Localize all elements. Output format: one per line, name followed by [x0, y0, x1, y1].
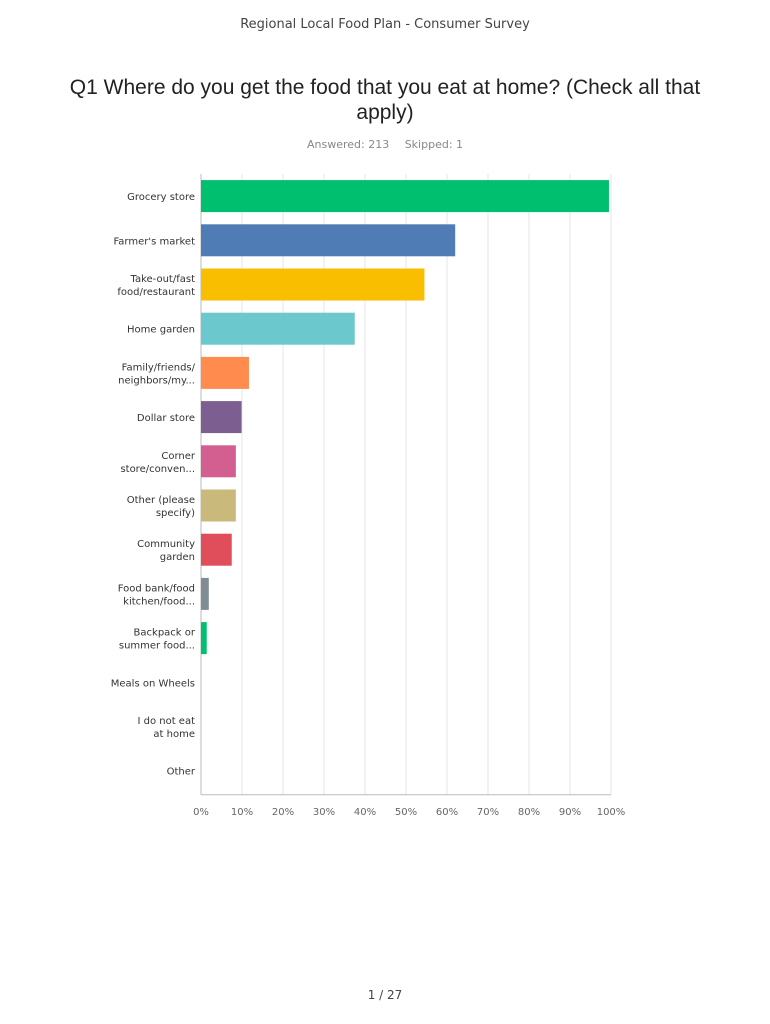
- x-tick-label: 30%: [313, 807, 335, 818]
- page-number: 1 / 27: [367, 988, 403, 1002]
- category-label: Meals on Wheels: [111, 678, 195, 689]
- bar: [201, 224, 456, 257]
- bar: [201, 356, 249, 389]
- skipped-count: Skipped: 1: [404, 138, 464, 151]
- bar: [201, 268, 425, 301]
- x-tick-label: 90%: [559, 807, 581, 818]
- category-label: Corner store/conven...: [120, 451, 195, 475]
- category-label: Take-out/fast food/restaurant: [117, 274, 195, 298]
- x-tick-label: 50%: [395, 807, 417, 818]
- category-label: Dollar store: [137, 413, 195, 424]
- x-tick-label: 70%: [477, 807, 499, 818]
- category-label: Farmer's market: [113, 236, 195, 247]
- bar: [201, 489, 236, 522]
- category-label: Grocery store: [127, 192, 195, 203]
- x-tick-label: 60%: [436, 807, 458, 818]
- category-label: Other (please specify): [127, 495, 195, 519]
- bar: [201, 622, 207, 655]
- category-label: Backpack or summer food...: [119, 628, 196, 652]
- bar: [201, 577, 209, 610]
- category-label: Community garden: [137, 539, 195, 563]
- question-title: Q1 Where do you get the food that you ea…: [69, 76, 701, 124]
- category-label: Food bank/food kitchen/food...: [118, 583, 195, 607]
- category-label: I do not eat at home: [137, 716, 195, 740]
- bar: [201, 312, 355, 345]
- category-label: Other: [167, 767, 196, 778]
- x-tick-label: 80%: [518, 807, 540, 818]
- bar: [201, 401, 242, 434]
- response-stats: Answered: 213 Skipped: 1: [0, 138, 770, 151]
- category-label: Family/friends/neighbors/my...: [118, 362, 196, 386]
- category-label: Home garden: [127, 325, 195, 336]
- answered-count: Answered: 213: [306, 138, 390, 151]
- x-tick-label: 10%: [231, 807, 253, 818]
- document-header: Regional Local Food Plan - Consumer Surv…: [240, 17, 530, 32]
- bar: [201, 180, 609, 213]
- x-tick-label: 40%: [354, 807, 376, 818]
- x-tick-label: 0%: [193, 807, 209, 818]
- x-tick-label: 20%: [272, 807, 294, 818]
- x-tick-label: 100%: [597, 807, 626, 818]
- bar: [201, 445, 236, 478]
- bar: [201, 533, 232, 566]
- bar-chart: 0% 10% 20% 30% 40% 50% 60% 70% 80% 90% 100% Grocery…: [111, 174, 626, 818]
